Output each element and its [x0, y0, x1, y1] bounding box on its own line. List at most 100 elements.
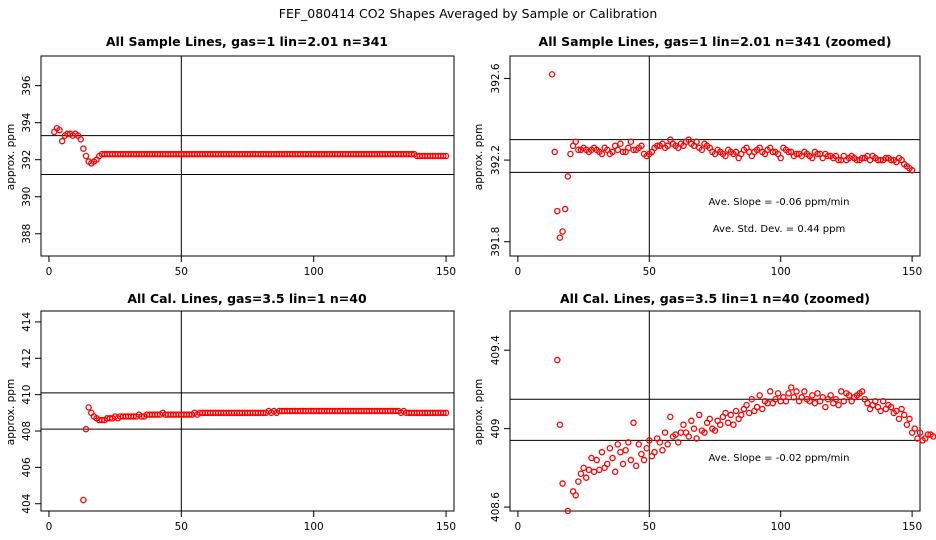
data-point: [706, 415, 713, 423]
data-point: [58, 137, 66, 145]
data-point: [603, 460, 611, 468]
data-point: [672, 431, 679, 438]
data-point: [559, 480, 566, 487]
y-tick-label: 410: [21, 385, 33, 405]
data-point: [577, 470, 585, 477]
data-point: [814, 390, 821, 397]
x-tick-label: 100: [304, 521, 324, 533]
data-point: [590, 468, 598, 476]
data-point: [651, 448, 658, 456]
data-point: [814, 150, 821, 158]
data-point: [588, 454, 595, 462]
x-tick-label: 150: [436, 521, 456, 533]
data-point: [632, 462, 640, 470]
chart-title: All Cal. Lines, gas=3.5 lin=1 n=40: [127, 291, 367, 306]
data-point: [392, 407, 400, 415]
data-point: [774, 390, 782, 397]
data-point: [440, 409, 447, 417]
data-point: [722, 152, 729, 160]
data-point: [732, 148, 740, 156]
y-axis-label: approx. ppm: [473, 379, 485, 445]
data-point: [64, 130, 71, 138]
data-point: [882, 154, 890, 162]
data-point: [806, 397, 813, 405]
data-point: [798, 394, 805, 401]
data-point: [893, 407, 900, 415]
data-point: [638, 450, 645, 458]
data-point: [832, 395, 840, 403]
data-point: [619, 460, 627, 468]
data-point: [627, 456, 635, 464]
data-point: [822, 403, 829, 411]
data-point: [753, 403, 761, 411]
data-point: [82, 152, 90, 160]
data-point: [609, 454, 616, 462]
y-tick-label: 392.2: [490, 145, 502, 175]
data-point: [835, 156, 842, 164]
data-point: [98, 416, 106, 424]
data-point: [556, 421, 564, 428]
data-point: [872, 397, 879, 405]
plot-area: 0 50 100 150 408.6 409 409.4: [490, 311, 936, 533]
plot-frame: [40, 310, 455, 512]
data-point: [727, 411, 735, 419]
data-point: [564, 173, 572, 180]
x-tick-label: 100: [771, 266, 791, 278]
data-point: [835, 401, 842, 409]
data-point: [808, 154, 816, 162]
data-point: [745, 409, 753, 417]
data-point: [442, 152, 450, 160]
data-point: [130, 413, 137, 420]
data-point: [711, 427, 719, 434]
y-tick-label: 390: [21, 187, 33, 207]
data-point: [630, 419, 637, 427]
data-point: [677, 429, 685, 436]
x-tick-label: 0: [515, 266, 522, 278]
x-tick-label: 0: [46, 266, 53, 278]
data-point: [824, 152, 832, 160]
data-point: [653, 142, 661, 150]
data-point: [85, 404, 92, 411]
data-point: [748, 395, 756, 403]
data-point: [924, 431, 932, 438]
data-point: [625, 144, 632, 152]
data-point: [106, 415, 114, 422]
data-point: [667, 413, 674, 421]
y-tick-label: 409.4: [490, 335, 502, 365]
data-point: [582, 474, 590, 481]
data-point: [567, 150, 574, 158]
y-axis-label: approx. ppm: [473, 124, 485, 190]
data-point: [260, 409, 267, 417]
data-point: [898, 405, 905, 413]
data-point: [617, 448, 624, 456]
data-point: [782, 397, 790, 405]
data-point: [82, 425, 90, 433]
data-point: [575, 146, 582, 154]
data-point: [908, 167, 916, 174]
plot-frame: [509, 310, 921, 512]
x-tick-label: 150: [902, 266, 922, 278]
data-point: [80, 496, 87, 504]
data-point: [614, 146, 622, 154]
chart-title: All Sample Lines, gas=1 lin=2.01 n=341 (…: [539, 34, 892, 49]
y-tick-label: 412: [21, 348, 33, 368]
data-point: [56, 126, 63, 134]
data-point: [772, 395, 779, 403]
data-point: [900, 411, 908, 419]
data-point: [722, 409, 729, 417]
plot-area: 0 50 100 150 388 390 392 394 396: [21, 56, 456, 278]
y-tick-label: 396: [21, 75, 33, 95]
data-point: [138, 413, 145, 420]
data-point: [606, 445, 614, 452]
data-point: [656, 439, 664, 446]
data-point: [643, 445, 650, 452]
data-point: [911, 425, 918, 432]
y-tick-label: 392.6: [490, 63, 502, 93]
y-tick-label: 391.8: [490, 227, 502, 257]
x-tick-label: 150: [436, 266, 456, 278]
data-point: [819, 394, 827, 401]
panel-cal-lines-zoomed: All Cal. Lines, gas=3.5 lin=1 n=40 (zoom…: [473, 291, 936, 533]
data-point: [879, 397, 887, 405]
data-point: [664, 441, 671, 448]
